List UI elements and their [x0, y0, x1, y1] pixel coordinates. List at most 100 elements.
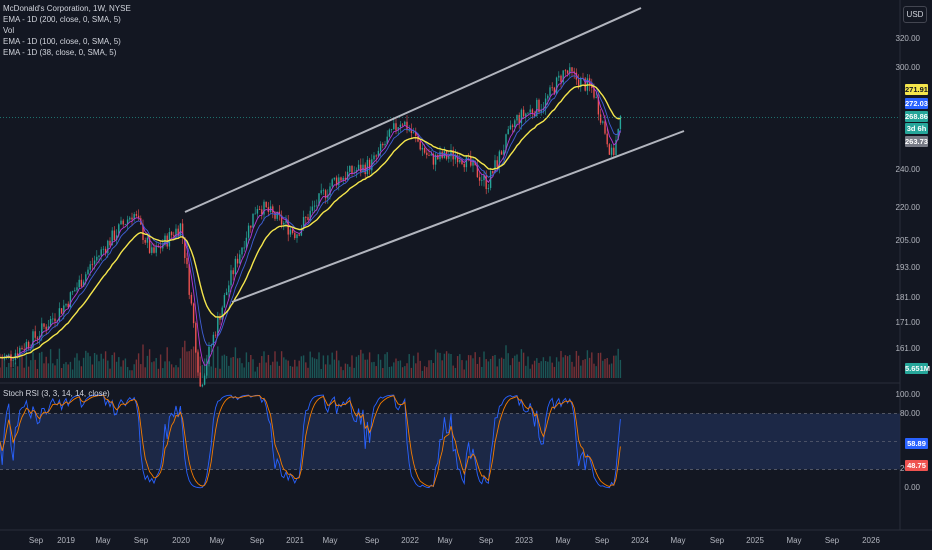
volume-bar: [256, 366, 259, 378]
candle-body: [131, 217, 133, 220]
candle-body: [428, 154, 430, 156]
volume-bar: [192, 346, 195, 378]
volume-bar: [428, 360, 430, 378]
legend-ema100[interactable]: EMA - 1D (100, close, 0, SMA, 5): [3, 37, 121, 46]
candle-body: [267, 207, 270, 212]
candle-body: [78, 279, 80, 288]
volume-bar: [467, 355, 470, 378]
volume-bar: [85, 350, 87, 378]
volume-bar: [441, 360, 443, 378]
volume-bar: [27, 366, 30, 378]
volume-bar: [531, 364, 534, 378]
volume-bar: [179, 358, 182, 378]
candle-body: [181, 223, 184, 238]
volume-bar: [166, 347, 168, 378]
x-tick-label: May: [322, 536, 338, 545]
x-tick-label: Sep: [594, 536, 610, 545]
volume-bar: [120, 366, 122, 378]
volume-bar: [228, 365, 230, 378]
legend-vol[interactable]: Vol: [3, 26, 15, 35]
volume-bar: [373, 361, 375, 378]
candle-body: [82, 281, 85, 287]
candle-body: [382, 143, 384, 146]
candle-body: [338, 177, 340, 186]
candle-body: [225, 292, 228, 296]
candle-body: [478, 177, 481, 181]
candle-body: [406, 121, 408, 131]
stoch-rsi-title[interactable]: Stoch RSI (3, 3, 14, 14, close): [3, 389, 110, 398]
price-badge: 268.86: [905, 111, 928, 122]
candle-body: [602, 121, 604, 123]
x-tick-label: Sep: [709, 536, 725, 545]
legend-ema38[interactable]: EMA - 1D (38, close, 0, SMA, 5): [3, 48, 117, 57]
stoch-y-tick-label: 80.00: [899, 408, 920, 418]
x-tick-label: 2019: [57, 536, 75, 545]
y-tick-label: 320.00: [895, 34, 920, 43]
volume-bar: [87, 352, 89, 378]
volume-bar: [494, 354, 496, 378]
volume-bar: [393, 362, 395, 378]
candle-body: [498, 151, 501, 167]
candle-body: [536, 99, 538, 117]
volume-bar: [0, 367, 1, 378]
volume-bar: [100, 353, 102, 378]
legend-ema200[interactable]: EMA - 1D (200, close, 0, SMA, 5): [3, 15, 121, 24]
x-tick-label: 2021: [286, 536, 304, 545]
candle-body: [159, 247, 162, 249]
x-tick-label: Sep: [133, 536, 149, 545]
ema200-line: [0, 84, 621, 359]
volume-bar: [78, 360, 80, 378]
candle-body: [538, 99, 540, 113]
currency-button[interactable]: USD: [903, 6, 927, 23]
volume-bar: [294, 359, 296, 378]
candle-body: [252, 213, 254, 228]
volume-bar: [67, 364, 69, 378]
candle-body: [555, 77, 558, 94]
volume-bar: [437, 352, 439, 378]
volume-bar: [520, 349, 523, 378]
candle-body: [212, 334, 215, 346]
candle-body: [214, 334, 217, 336]
volume-bar: [525, 365, 527, 378]
volume-bar: [470, 355, 472, 378]
candle-body: [283, 222, 285, 225]
candle-body: [483, 175, 485, 181]
candle-body: [102, 248, 105, 250]
volume-bar: [41, 351, 43, 378]
candle-body: [120, 220, 122, 225]
candle-body: [610, 147, 613, 155]
candle-body: [432, 154, 435, 165]
candle-body: [384, 143, 386, 146]
candle-body: [459, 159, 461, 163]
volume-bar: [109, 368, 111, 378]
volume-bar: [76, 353, 78, 378]
volume-bar: [371, 362, 373, 378]
volume-bar: [505, 345, 507, 378]
candle-body: [454, 155, 457, 160]
trend-channel[interactable]: [184, 7, 685, 303]
candle-body: [390, 129, 393, 130]
volume-bar: [366, 359, 369, 378]
candle-body: [309, 210, 311, 221]
candle-body: [148, 237, 151, 253]
candle-body: [203, 375, 206, 385]
volume-bar: [538, 362, 540, 378]
candle-body: [613, 147, 615, 155]
volume-bar: [360, 349, 362, 378]
volume-bar: [353, 367, 355, 378]
x-tick-label: May: [786, 536, 802, 545]
candle-body: [36, 337, 39, 339]
volume-bar: [448, 353, 450, 378]
candle-body: [360, 164, 362, 172]
volume-bar: [305, 362, 307, 378]
candle-body: [571, 67, 573, 72]
candle-body: [208, 346, 210, 364]
volume-bar: [333, 359, 336, 378]
volume-bar: [153, 361, 155, 378]
candle-body: [404, 121, 406, 125]
candle-body: [287, 220, 289, 235]
candle-body: [109, 240, 111, 246]
volume-bar: [254, 371, 256, 378]
candle-body: [335, 177, 338, 186]
